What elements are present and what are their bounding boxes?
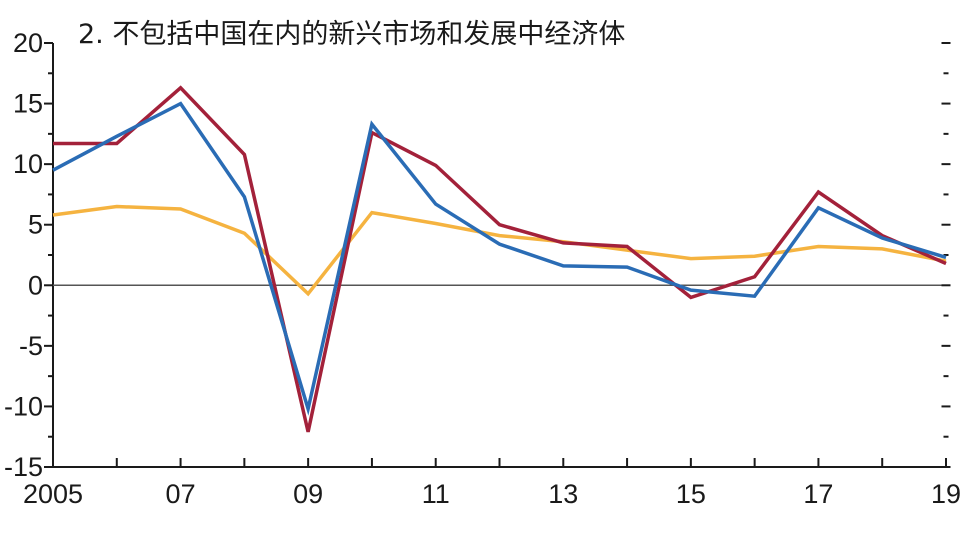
y-tick-label: -15 <box>4 452 43 482</box>
x-tick-label: 07 <box>166 479 196 509</box>
x-tick-label: 15 <box>676 479 706 509</box>
y-tick-label: 5 <box>28 210 43 240</box>
axes <box>44 42 951 468</box>
labels-layer: -15 -10 -5 0 5 10 15 20 2005 07 09 11 13 15 17 19 <box>4 28 961 509</box>
x-tick-label: 2005 <box>23 479 83 509</box>
chart-title: 2. 不包括中国在内的新兴市场和发展中经济体 <box>78 19 626 50</box>
y-tick-label: -5 <box>19 331 43 361</box>
y-tick-label: 0 <box>28 270 43 300</box>
x-tick-label: 17 <box>803 479 833 509</box>
y-tick-label: -10 <box>4 391 43 421</box>
y-tick-label: 15 <box>13 89 43 119</box>
y-tick-label: 20 <box>13 28 43 58</box>
series-line-1 <box>53 85 947 433</box>
series-line-0 <box>52 204 947 297</box>
series-line-2 <box>52 101 947 416</box>
y-tick-label: 10 <box>13 149 43 179</box>
x-tick-label: 19 <box>931 479 961 509</box>
x-tick-label: 13 <box>548 479 578 509</box>
x-tick-label: 11 <box>422 479 450 509</box>
series-layer <box>52 85 947 433</box>
x-tick-label: 09 <box>293 479 323 509</box>
